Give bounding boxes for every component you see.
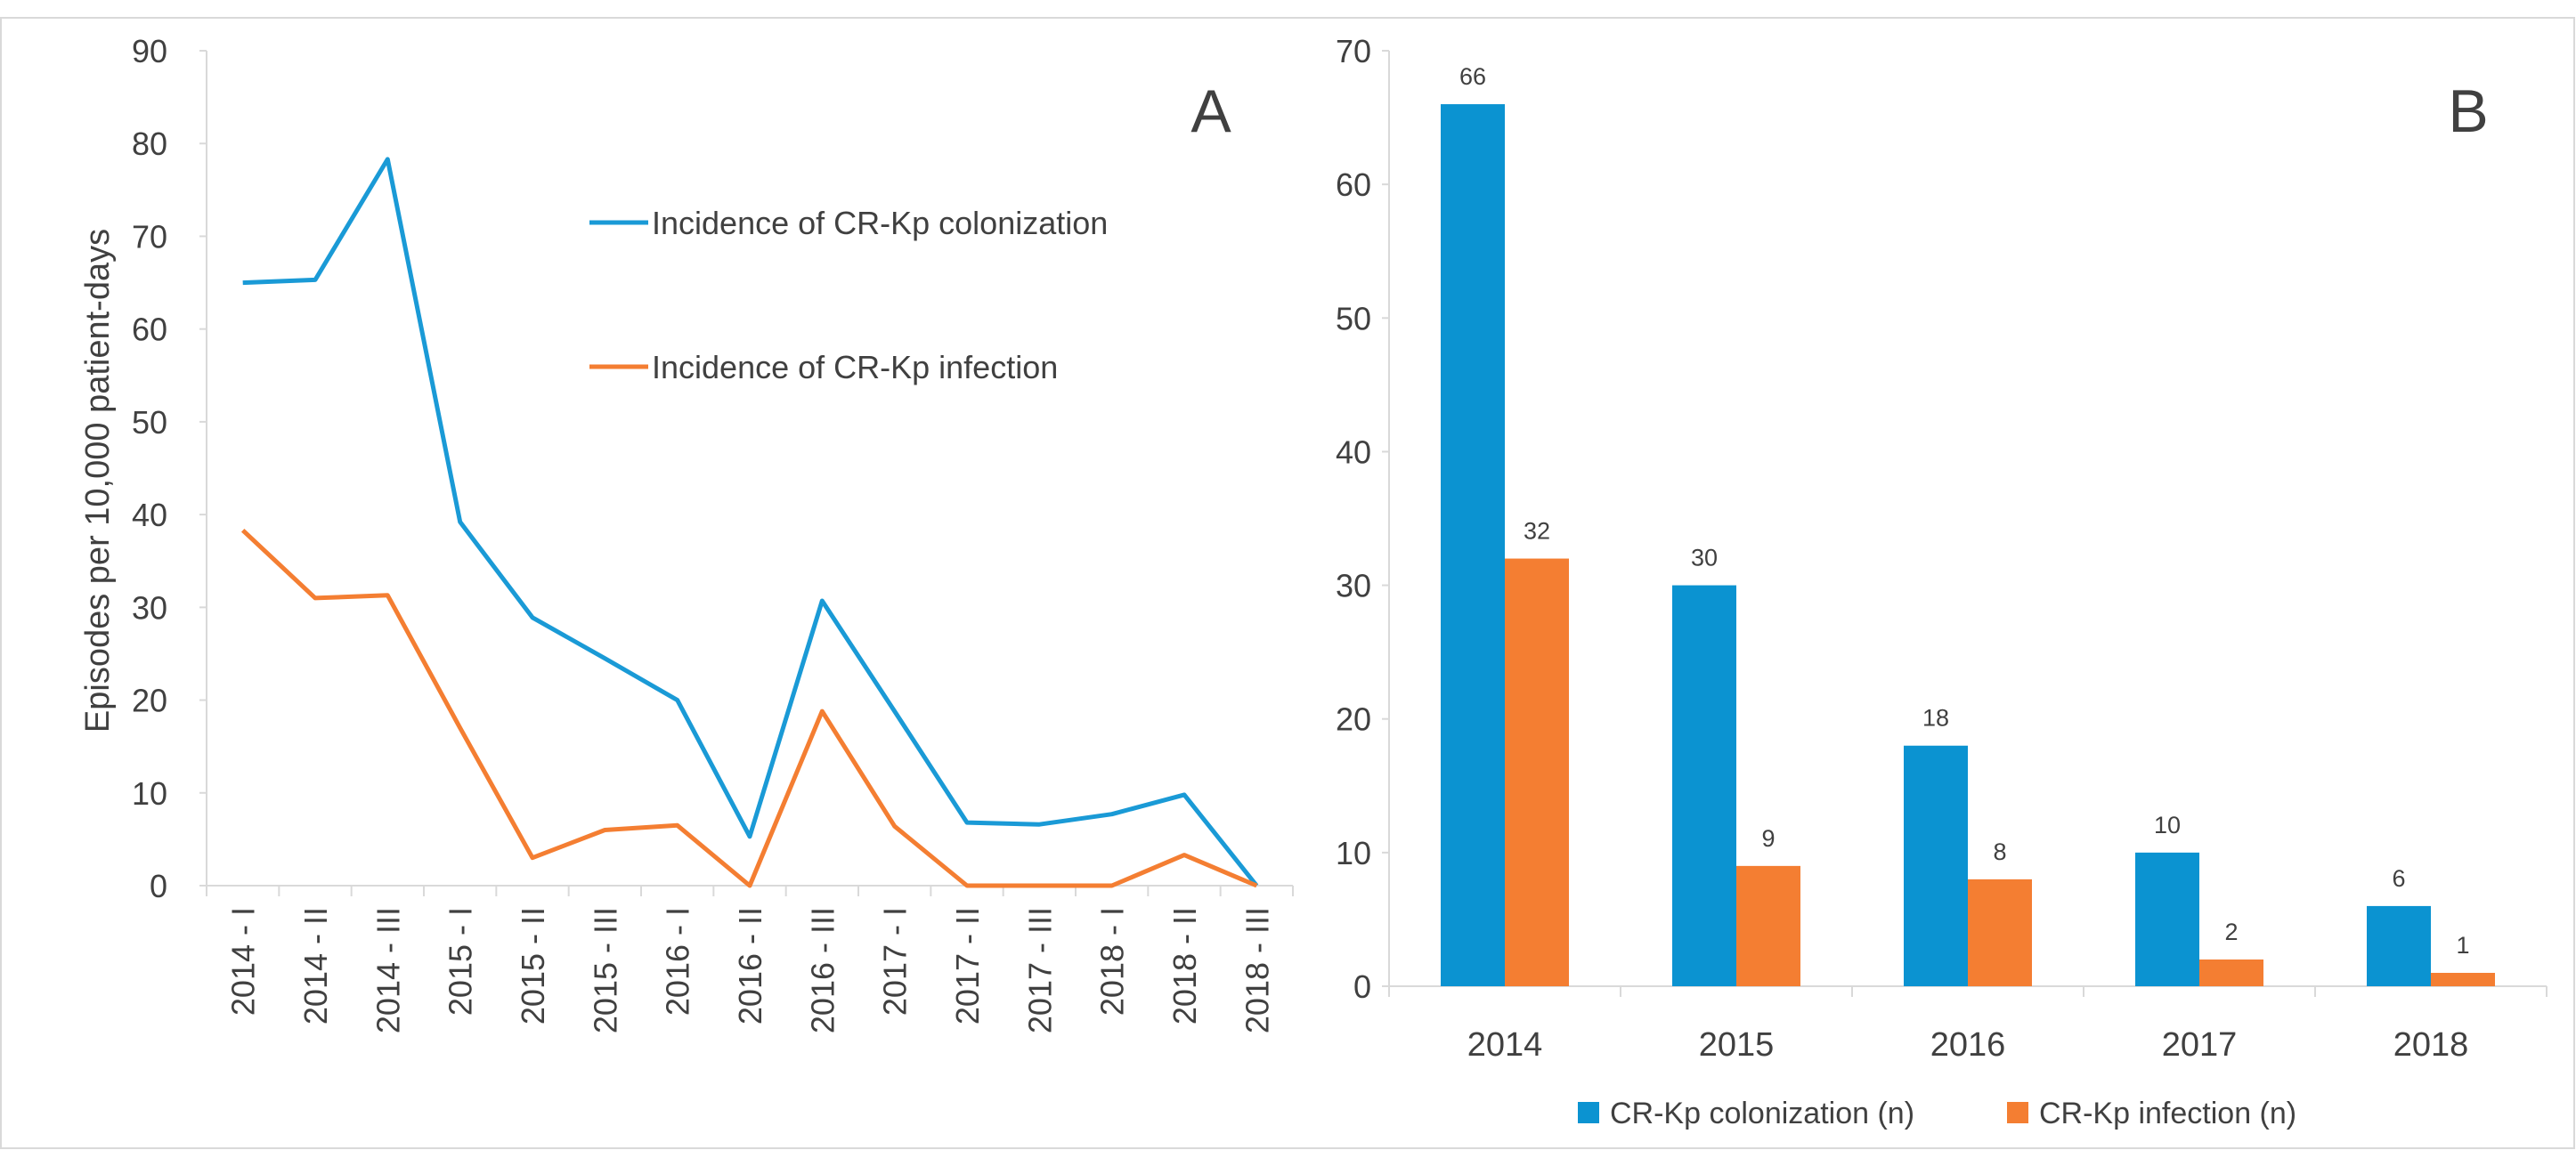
chart-b-legend-label: CR-Kp colonization (n)	[1610, 1097, 1914, 1130]
chart-b-y-tick-label: 20	[1336, 701, 1371, 738]
chart-b-legend: CR-Kp colonization (n) CR-Kp infection (n…	[1578, 1097, 2296, 1130]
chart-a-x-tick-label: 2018 - III	[1239, 907, 1275, 1033]
chart-b-data-label: 18	[1922, 705, 1949, 732]
chart-b-bar-2	[2199, 959, 2263, 986]
chart-a-x-tick-label: 2018 - II	[1166, 907, 1203, 1024]
chart-a-y-tick-label: 80	[132, 126, 167, 162]
chart-b-data-label: 1	[2456, 932, 2469, 959]
chart-b-data-label: 66	[1459, 63, 1486, 90]
chart-b-data-label: 10	[2154, 812, 2181, 838]
chart-b-x-tick-label: 2016	[1930, 1026, 2006, 1064]
chart-b-data-label: 9	[1761, 825, 1775, 852]
chart-a-y-tick-label: 40	[132, 497, 167, 533]
chart-b-x-tick-label: 2018	[2393, 1026, 2469, 1064]
chart-a-x-tick-label: 2017 - II	[949, 907, 986, 1024]
chart-a-x-tick-label: 2015 - I	[443, 907, 479, 1016]
chart-a-x-tick-label: 2016 - II	[732, 907, 768, 1024]
chart-a-x-tick-label: 2017 - I	[877, 907, 914, 1016]
chart-b-legend-swatch	[1578, 1102, 1599, 1123]
chart-b-y-tick-label: 70	[1336, 33, 1371, 69]
chart-b: B CR-Kp colonization (n) CR-Kp infection …	[1336, 33, 2548, 1130]
chart-b-y-tick-label: 40	[1336, 433, 1371, 470]
chart-a-x-tick-label: 2014 - II	[297, 907, 334, 1024]
chart-b-x-tick-label: 2017	[2162, 1026, 2238, 1064]
panel-a-label: A	[1190, 77, 1231, 145]
chart-a-y-tick-label: 60	[132, 312, 167, 348]
chart-b-x-tick-label: 2014	[1467, 1026, 1543, 1064]
chart-a-x-tick-label: 2015 - II	[515, 907, 551, 1024]
chart-a-x-tick-label: 2017 - III	[1021, 907, 1058, 1033]
chart-a-legend-label: Incidence of CR-Kp infection	[652, 349, 1058, 385]
chart-a-legend-label: Incidence of CR-Kp colonization	[652, 205, 1108, 241]
chart-a-x-tick-label: 2014 - III	[370, 907, 406, 1033]
chart-b-y-tick-label: 30	[1336, 568, 1371, 604]
chart-b-bar-2	[1968, 879, 2032, 986]
chart-b-legend-swatch	[2007, 1102, 2028, 1123]
chart-b-bar-1	[2135, 852, 2199, 986]
chart-b-data-label: 30	[1691, 545, 1718, 571]
chart-b-bar-1	[1904, 745, 1968, 986]
chart-b-bar-2	[1736, 865, 1800, 986]
chart-a-series-line-1	[242, 157, 1259, 887]
chart-b-y-tick-label: 0	[1353, 968, 1371, 1005]
chart-a-series-line-2	[240, 528, 1258, 888]
figure-frame	[0, 17, 2575, 1149]
chart-a-y-tick-label: 50	[132, 404, 167, 441]
chart-b-data-label: 8	[1993, 838, 2006, 865]
chart-a-y-tick-label: 30	[132, 589, 167, 626]
chart-b-y-tick-label: 50	[1336, 300, 1371, 336]
chart-b-data-label: 6	[2392, 865, 2405, 892]
chart-a-y-tick-label: 70	[132, 218, 167, 255]
panel-b-label: B	[2448, 77, 2488, 145]
chart-b-data-label: 32	[1524, 518, 1550, 545]
chart-b-legend-label: CR-Kp infection (n)	[2039, 1097, 2296, 1130]
chart-a-y-tick-label: 0	[150, 868, 167, 904]
chart-b-x-tick-label: 2015	[1699, 1026, 1775, 1064]
chart-b-bar-2	[1505, 558, 1569, 986]
chart-a-x-tick-label: 2015 - III	[587, 907, 623, 1033]
chart-b-bar-1	[1441, 104, 1505, 987]
chart-a-x-tick-label: 2016 - I	[660, 907, 696, 1016]
chart-a-ylabel: Episodes per 10,000 patient-days	[79, 229, 117, 733]
chart-a-y-tick-label: 10	[132, 775, 167, 812]
chart-b-data-label: 2	[2224, 919, 2238, 945]
chart-a-x-tick-label: 2016 - III	[804, 907, 841, 1033]
chart-a-x-tick-label: 2014 - I	[225, 907, 262, 1016]
chart-b-bar-2	[2431, 972, 2495, 986]
chart-a-legend: Incidence of CR-Kp colonization Incidence…	[589, 205, 1108, 385]
chart-a-x-tick-label: 2018 - I	[1094, 907, 1131, 1016]
chart-b-bar-1	[2367, 905, 2431, 986]
chart-a-y-tick-label: 90	[132, 33, 167, 69]
chart-b-y-tick-label: 60	[1336, 166, 1371, 203]
chart-a-y-tick-label: 20	[132, 683, 167, 719]
chart-b-bar-1	[1672, 585, 1736, 986]
chart-a: Episodes per 10,000 patient-days A Incid…	[79, 33, 1294, 1033]
chart-b-y-tick-label: 10	[1336, 835, 1371, 871]
